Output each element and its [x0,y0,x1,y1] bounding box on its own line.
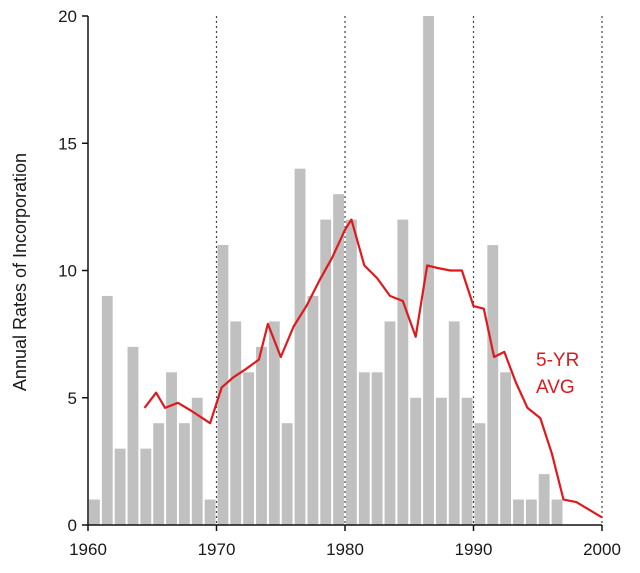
bar-1981 [358,372,370,525]
bar-1961 [101,295,113,525]
bar-1977 [307,295,319,525]
y-axis-title: Annual Rates of Incorporation [10,153,30,391]
bar-1984 [397,219,409,525]
bar-1983 [384,321,396,525]
bar-1976 [294,168,306,525]
bar-1965 [153,423,165,525]
bar-1989 [461,397,473,525]
bar-series [89,16,563,526]
bar-1966 [166,372,177,525]
bar-1967 [178,423,190,525]
bar-1968 [191,397,203,525]
y-tick-label: 10 [58,262,77,281]
bar-1963 [127,346,139,525]
y-tick-label: 0 [68,516,77,535]
avg-annotation-line2: AVG [536,377,575,398]
y-tick-label: 15 [58,134,77,153]
bar-1962 [114,448,126,525]
bar-1975 [281,423,293,525]
bar-1972 [243,372,255,525]
y-tick-label: 5 [68,389,77,408]
bar-1995 [538,474,550,525]
bar-1986 [423,16,434,525]
bar-1996 [551,499,563,525]
bar-1988 [448,321,460,525]
x-tick-label: 2000 [583,540,621,559]
bar-1973 [256,346,267,525]
y-axis-ticks: 0 5 10 15 20 [58,7,88,535]
y-tick-label: 20 [58,7,77,26]
bar-1992 [500,372,512,525]
bar-1987 [435,397,447,525]
bar-1994 [525,499,537,525]
bar-1960 [89,499,100,525]
bar-1982 [371,372,383,525]
bar-1974 [268,321,280,525]
bar-1969 [204,499,216,525]
x-tick-label: 1960 [69,540,107,559]
bar-1993 [513,499,524,525]
bar-1979 [333,194,344,525]
x-tick-label: 1970 [198,540,236,559]
bar-1990 [474,423,486,525]
five-year-average-line [143,218,603,519]
x-tick-label: 1990 [455,540,493,559]
bar-1964 [140,448,152,525]
bar-1980 [346,219,357,525]
bar-1991 [487,245,499,526]
bar-1978 [320,219,332,525]
avg-annotation-line1: 5-YR [536,350,579,371]
x-axis-ticks: 1960 1970 1980 1990 2000 [69,525,621,559]
bar-1985 [410,397,422,525]
x-tick-label: 1980 [326,540,364,559]
bar-1971 [230,321,242,525]
